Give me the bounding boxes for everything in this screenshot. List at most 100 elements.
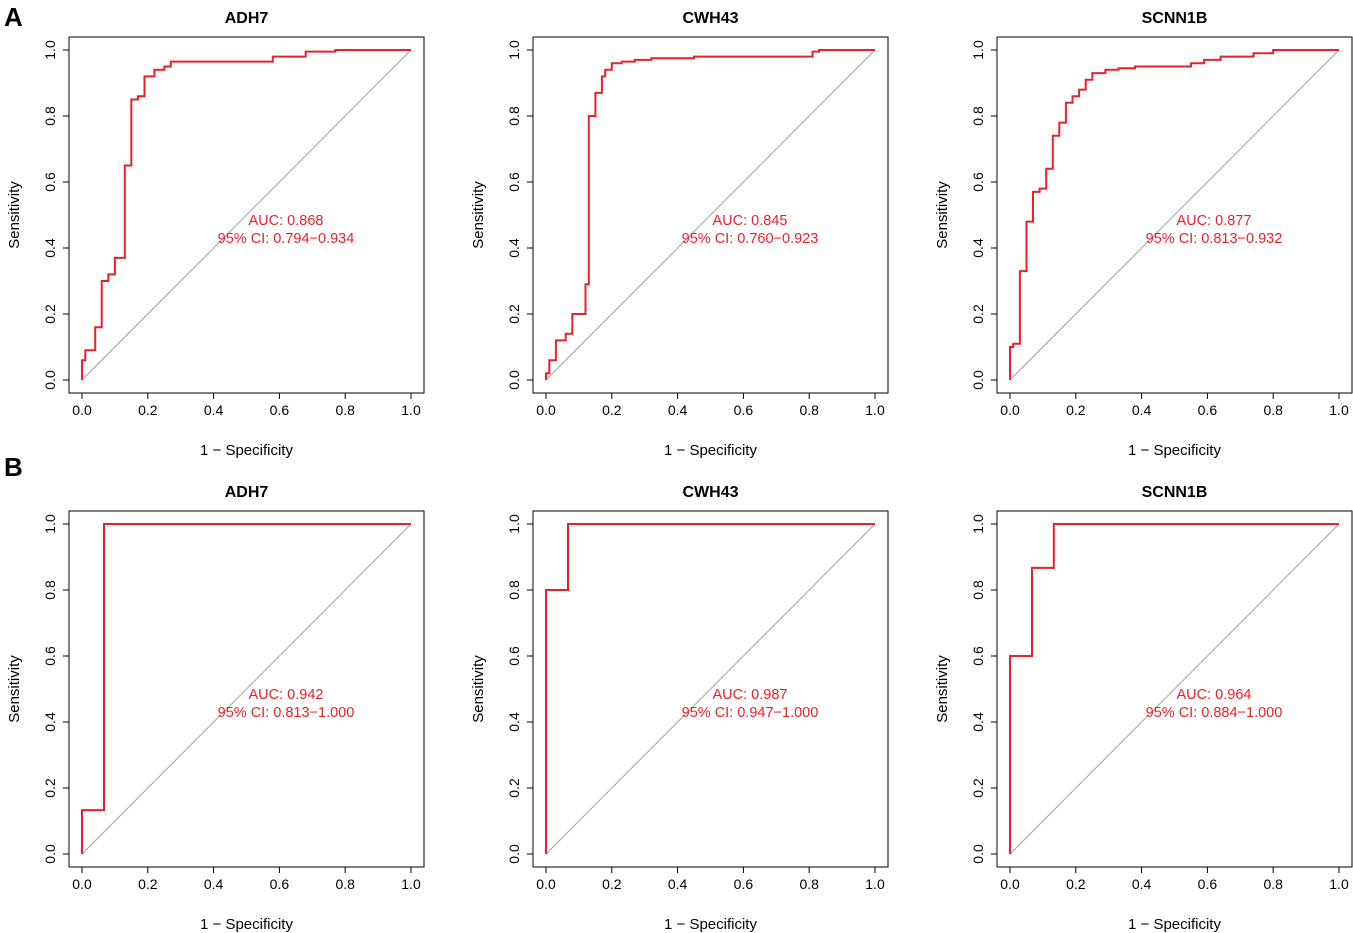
y-tick-label: 0.6 xyxy=(506,646,522,666)
roc-curve xyxy=(81,49,411,380)
x-tick-label: 1.0 xyxy=(1329,402,1349,418)
x-tick-label: 0.8 xyxy=(799,402,819,418)
reference-diagonal xyxy=(1009,49,1340,381)
x-axis-title: 1 − Specificity xyxy=(200,916,293,933)
x-tick-label: 0.8 xyxy=(799,876,819,892)
y-axis-title: Sensitivity xyxy=(470,655,487,723)
roc-curve xyxy=(545,49,875,380)
x-axis-title: 1 − Specificity xyxy=(664,916,757,933)
x-tick-label: 0.8 xyxy=(335,876,355,892)
x-tick-label: 0.4 xyxy=(668,402,688,418)
reference-diagonal xyxy=(1009,523,1340,855)
y-tick-label: 0.0 xyxy=(42,844,58,864)
y-tick-label: 0.6 xyxy=(42,646,58,666)
y-tick-label: 0.6 xyxy=(506,172,522,192)
y-axis-title: Sensitivity xyxy=(934,181,951,249)
y-tick-label: 0.4 xyxy=(506,238,522,258)
chart-title: ADH7 xyxy=(225,10,269,27)
y-tick-label: 1.0 xyxy=(506,514,522,534)
y-tick-label: 0.8 xyxy=(506,580,522,600)
x-tick-label: 0.6 xyxy=(734,402,754,418)
x-tick-label: 0.2 xyxy=(138,876,158,892)
x-tick-label: 0.2 xyxy=(138,402,158,418)
y-axis-title: Sensitivity xyxy=(934,655,951,723)
x-tick-label: 0.4 xyxy=(1132,876,1152,892)
y-tick-label: 0.4 xyxy=(970,238,986,258)
y-tick-label: 0.8 xyxy=(42,580,58,600)
x-tick-label: 1.0 xyxy=(401,876,421,892)
reference-diagonal xyxy=(545,49,876,381)
chart-title: SCNN1B xyxy=(1142,10,1208,27)
roc-chart-1: 0.0 0.2 0.4 0.6 0.8 1.0 0.0 0.2 0.4 0.6 0.8 1.0 ADH7… xyxy=(6,10,425,459)
chart-title: ADH7 xyxy=(225,484,269,501)
x-tick-label: 0.6 xyxy=(1198,402,1218,418)
y-tick-label: 0.8 xyxy=(970,580,986,600)
ci-label: 95% CI: 0.884−1.000 xyxy=(1146,705,1283,721)
auc-label: AUC: 0.942 xyxy=(248,687,323,703)
roc-curve xyxy=(545,523,875,854)
reference-diagonal xyxy=(81,49,412,381)
x-tick-label: 0.0 xyxy=(1000,402,1020,418)
roc-curve xyxy=(1009,49,1339,380)
y-tick-label: 0.4 xyxy=(970,712,986,732)
panel-label-b: B xyxy=(4,452,23,482)
x-axis-title: 1 − Specificity xyxy=(1128,442,1221,459)
y-tick-label: 0.0 xyxy=(970,370,986,390)
ci-label: 95% CI: 0.794−0.934 xyxy=(218,231,355,247)
auc-label: AUC: 0.964 xyxy=(1176,687,1251,703)
y-tick-label: 0.2 xyxy=(42,304,58,324)
x-tick-label: 1.0 xyxy=(865,876,885,892)
x-tick-label: 0.2 xyxy=(602,402,622,418)
x-tick-label: 0.8 xyxy=(1263,876,1283,892)
x-tick-label: 0.4 xyxy=(1132,402,1152,418)
y-tick-label: 1.0 xyxy=(970,40,986,60)
x-tick-label: 0.4 xyxy=(204,402,224,418)
y-tick-label: 0.6 xyxy=(970,646,986,666)
y-tick-label: 0.2 xyxy=(506,778,522,798)
x-tick-label: 0.6 xyxy=(734,876,754,892)
y-tick-label: 0.4 xyxy=(42,238,58,258)
chart-title: SCNN1B xyxy=(1142,484,1208,501)
auc-label: AUC: 0.868 xyxy=(248,213,323,229)
y-tick-label: 0.2 xyxy=(970,304,986,324)
roc-plots: 0.0 0.2 0.4 0.6 0.8 1.0 0.0 0.2 0.4 0.6 0.8 1.0 ADH7… xyxy=(6,10,1353,933)
y-tick-label: 0.0 xyxy=(506,370,522,390)
y-tick-label: 0.8 xyxy=(42,106,58,126)
reference-diagonal xyxy=(81,523,412,855)
y-tick-label: 0.8 xyxy=(970,106,986,126)
y-tick-label: 0.2 xyxy=(970,778,986,798)
x-axis-title: 1 − Specificity xyxy=(664,442,757,459)
roc-curve xyxy=(81,523,411,854)
x-tick-label: 0.4 xyxy=(668,876,688,892)
y-axis-title: Sensitivity xyxy=(6,181,23,249)
x-tick-label: 0.2 xyxy=(602,876,622,892)
y-tick-label: 0.8 xyxy=(506,106,522,126)
chart-title: CWH43 xyxy=(682,484,738,501)
ci-label: 95% CI: 0.813−1.000 xyxy=(218,705,355,721)
panel-label-a: A xyxy=(4,2,23,32)
y-tick-label: 0.0 xyxy=(42,370,58,390)
x-tick-label: 0.0 xyxy=(536,876,556,892)
y-tick-label: 1.0 xyxy=(42,40,58,60)
x-tick-label: 0.2 xyxy=(1066,402,1086,418)
y-tick-label: 0.0 xyxy=(970,844,986,864)
roc-chart-6: 0.0 0.2 0.4 0.6 0.8 1.0 0.0 0.2 0.4 0.6 0.8 1.0 SCNN… xyxy=(934,484,1353,933)
auc-label: AUC: 0.845 xyxy=(712,213,787,229)
x-tick-label: 1.0 xyxy=(401,402,421,418)
y-tick-label: 0.4 xyxy=(42,712,58,732)
x-tick-label: 0.8 xyxy=(1263,402,1283,418)
y-tick-label: 1.0 xyxy=(42,514,58,534)
x-tick-label: 0.6 xyxy=(270,402,290,418)
ci-label: 95% CI: 0.760−0.923 xyxy=(682,231,819,247)
ci-label: 95% CI: 0.813−0.932 xyxy=(1146,231,1283,247)
y-tick-label: 0.6 xyxy=(970,172,986,192)
chart-title: CWH43 xyxy=(682,10,738,27)
y-axis-title: Sensitivity xyxy=(6,655,23,723)
x-tick-label: 0.0 xyxy=(72,876,92,892)
y-tick-label: 0.2 xyxy=(42,778,58,798)
x-tick-label: 1.0 xyxy=(1329,876,1349,892)
x-tick-label: 0.0 xyxy=(72,402,92,418)
x-axis-title: 1 − Specificity xyxy=(200,442,293,459)
x-tick-label: 0.0 xyxy=(1000,876,1020,892)
